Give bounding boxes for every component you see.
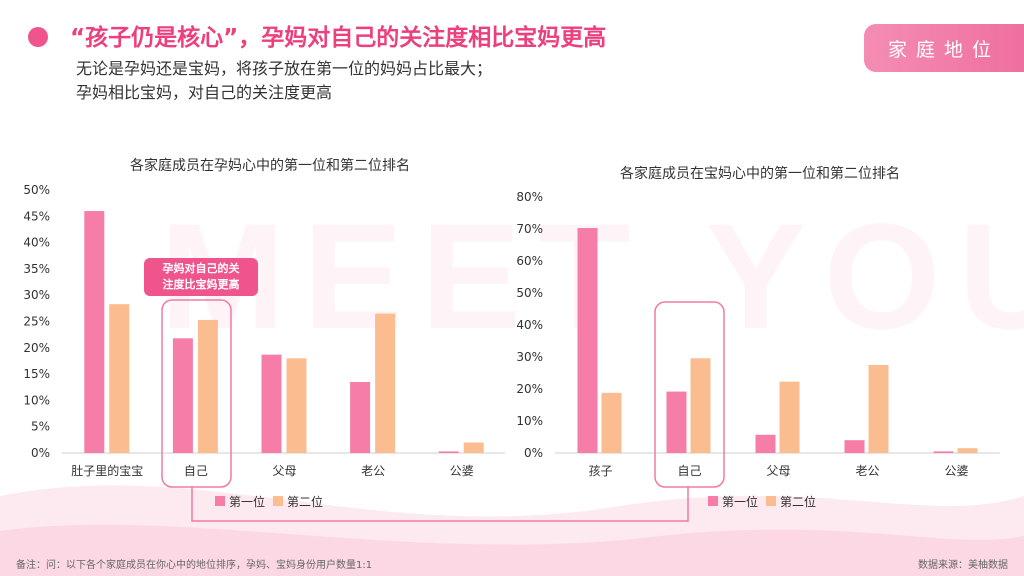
x-tick-label: 父母	[766, 464, 790, 478]
y-tick-label: 50%	[23, 183, 50, 197]
highlight-box	[161, 299, 232, 488]
y-tick-label: 10%	[23, 393, 50, 407]
y-tick-label: 30%	[516, 350, 543, 364]
bar-first	[261, 354, 282, 453]
legend-label: 第二位	[287, 494, 323, 509]
bar-second	[375, 313, 396, 453]
callout-line-1: 孕妈对自己的关	[162, 262, 240, 275]
y-tick-label: 45%	[23, 209, 50, 223]
legend-swatch	[273, 496, 283, 506]
y-tick-label: 20%	[516, 382, 543, 396]
y-tick-label: 80%	[516, 190, 543, 204]
x-tick-label: 肚子里的宝宝	[71, 463, 143, 478]
bar-first	[755, 434, 776, 453]
bar-first	[438, 451, 459, 453]
bar-first	[577, 228, 598, 453]
x-tick-label: 自己	[677, 464, 701, 478]
title-bullet-icon	[28, 27, 48, 47]
legend-swatch	[708, 496, 718, 506]
y-tick-label: 50%	[516, 286, 543, 300]
bar-second	[109, 304, 130, 453]
y-tick-label: 0%	[31, 446, 50, 460]
page-subtitle: 无论是孕妈还是宝妈，将孩子放在第一位的妈妈占比最大； 孕妈相比宝妈，对自己的关注…	[76, 57, 492, 105]
footer-source: 数据来源：美柚数据	[918, 560, 1008, 571]
x-tick-label: 自己	[184, 464, 208, 478]
bar-second	[197, 319, 218, 453]
chart-2-title: 各家庭成员在宝妈心中的第一位和第二位排名	[620, 166, 900, 182]
bar-second	[690, 358, 711, 453]
legend-swatch	[215, 496, 225, 506]
highlight-box	[654, 301, 725, 488]
y-tick-label: 10%	[516, 414, 543, 428]
x-tick-label: 父母	[272, 464, 296, 478]
legend-label: 第一位	[722, 494, 758, 509]
x-tick-label: 公婆	[450, 464, 474, 478]
y-tick-label: 5%	[31, 420, 50, 434]
background-waves	[0, 485, 1024, 576]
y-tick-label: 0%	[524, 446, 543, 460]
callout-line-2: 注度比宝妈更高	[162, 278, 240, 291]
bar-first	[84, 211, 105, 453]
page-title: “孩子仍是核心”，孕妈对自己的关注度相比宝妈更高	[70, 25, 607, 51]
y-tick-label: 20%	[23, 341, 50, 355]
y-tick-label: 60%	[516, 254, 543, 268]
bar-first	[172, 338, 193, 453]
bar-second	[957, 448, 978, 453]
y-tick-label: 70%	[516, 222, 543, 236]
x-tick-label: 老公	[361, 464, 385, 478]
subtitle-line-1: 无论是孕妈还是宝妈，将孩子放在第一位的妈妈占比最大；	[76, 59, 493, 78]
highlight-connector	[191, 487, 689, 522]
bar-second	[463, 442, 484, 453]
x-tick-label: 孩子	[588, 464, 612, 478]
y-tick-label: 35%	[23, 262, 50, 276]
footer-note: 备注：问：以下各个家庭成员在你心中的地位排序，孕妈、宝妈身份用户数量1:1	[16, 560, 373, 571]
legend-swatch	[766, 496, 776, 506]
callout-box: 孕妈对自己的关 注度比宝妈更高	[144, 258, 258, 296]
y-tick-label: 40%	[516, 318, 543, 332]
legend-label: 第一位	[229, 494, 265, 509]
legend-label: 第二位	[780, 494, 816, 509]
bar-second	[868, 365, 889, 453]
y-tick-label: 15%	[23, 367, 50, 381]
subtitle-line-2: 孕妈相比宝妈，对自己的关注度更高	[76, 83, 333, 102]
bar-second	[286, 358, 307, 453]
x-tick-label: 公婆	[944, 464, 968, 478]
bar-first	[350, 381, 371, 453]
y-tick-label: 40%	[23, 236, 50, 250]
bar-second	[601, 392, 622, 453]
bar-second	[779, 381, 800, 453]
bar-first	[844, 440, 865, 453]
y-tick-label: 30%	[23, 288, 50, 302]
x-tick-label: 老公	[855, 464, 879, 478]
section-tag: 家庭地位	[864, 24, 1024, 72]
chart-1-title: 各家庭成员在孕妈心中的第一位和第二位排名	[130, 158, 410, 174]
y-tick-label: 25%	[23, 315, 50, 329]
bar-first	[933, 451, 954, 453]
bar-first	[666, 391, 687, 453]
